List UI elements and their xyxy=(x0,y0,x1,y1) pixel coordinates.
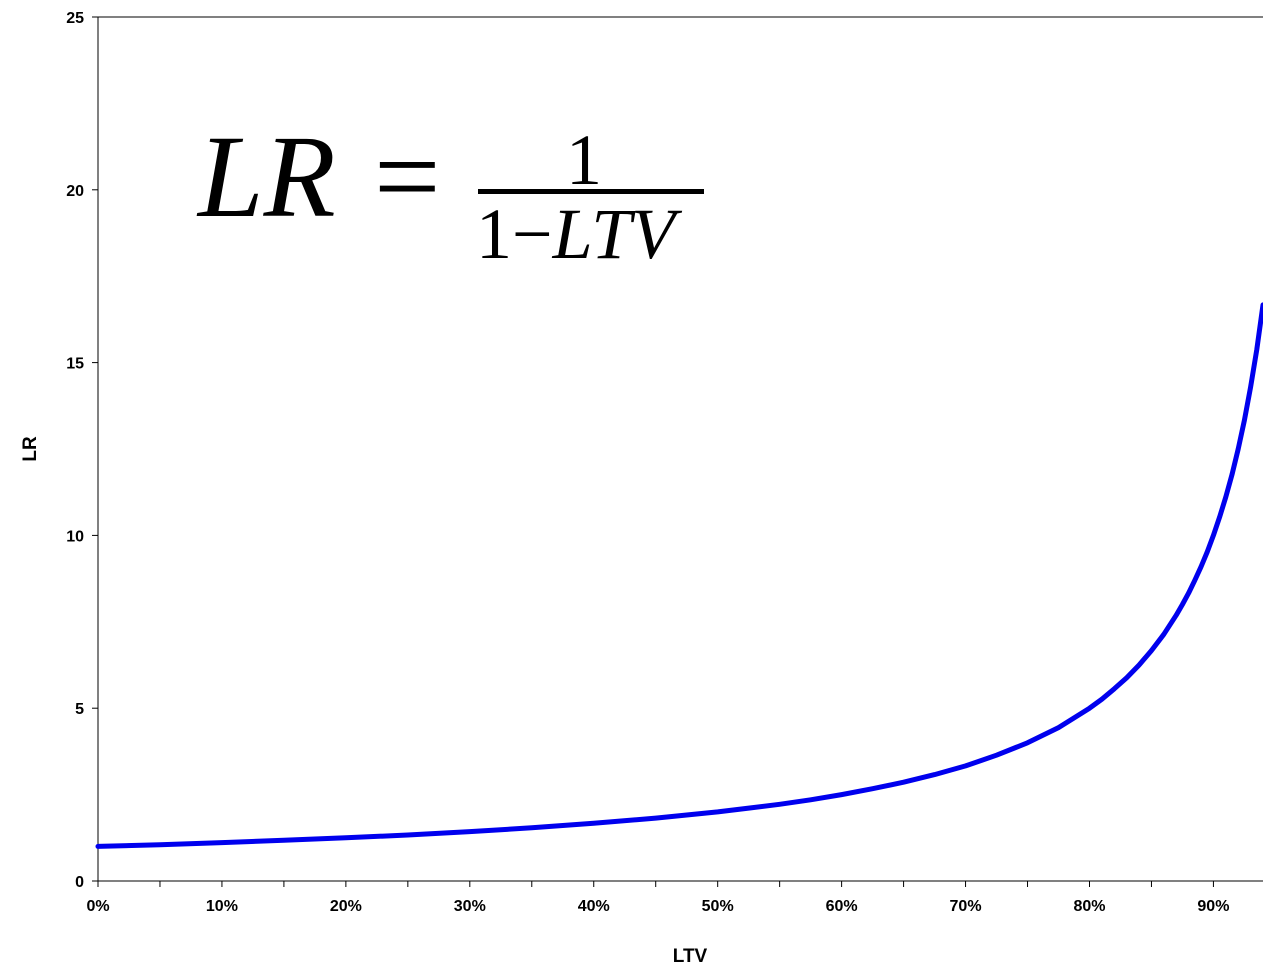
x-tick-label: 20% xyxy=(330,898,362,915)
x-axis-title: LTV xyxy=(673,946,708,967)
formula-fraction: 1 1−LTV xyxy=(476,98,706,278)
formula-denominator-minus: − xyxy=(512,194,553,274)
ticks xyxy=(92,16,1214,887)
x-tick-label: 40% xyxy=(578,898,610,915)
formula-denominator-variable: LTV xyxy=(552,194,676,274)
formula-lhs: LR xyxy=(198,111,336,242)
x-tick-label: 70% xyxy=(950,898,982,915)
series-line xyxy=(95,302,1263,849)
formula-equals-sign: = xyxy=(374,111,441,242)
x-tick-label: 60% xyxy=(826,898,858,915)
x-tick-label: 80% xyxy=(1073,898,1105,915)
y-axis-title: LR xyxy=(20,436,41,462)
y-tick-label: 20 xyxy=(66,183,84,200)
y-tick-label: 15 xyxy=(66,356,84,373)
formula-numerator: 1 xyxy=(566,120,602,200)
formula-fraction-bar xyxy=(478,189,704,194)
series-lines xyxy=(95,302,1263,849)
formula-denominator: 1−LTV xyxy=(476,198,675,270)
y-tick-label: 25 xyxy=(66,10,84,27)
x-tick-label: 0% xyxy=(86,898,109,915)
x-tick-label: 90% xyxy=(1197,898,1229,915)
axes xyxy=(97,16,1263,882)
tick-labels: 0% 10% 20% 30% 40% 50% 60% 70% 80% 90% 0 5 10 15 20 25 xyxy=(66,10,1229,915)
x-tick-label: 50% xyxy=(702,898,734,915)
x-tick-label: 30% xyxy=(454,898,486,915)
y-tick-label: 5 xyxy=(75,701,84,718)
y-tick-label: 10 xyxy=(66,528,84,545)
formula-denominator-one: 1 xyxy=(476,194,512,274)
x-tick-label: 10% xyxy=(206,898,238,915)
y-tick-label: 0 xyxy=(75,874,84,891)
